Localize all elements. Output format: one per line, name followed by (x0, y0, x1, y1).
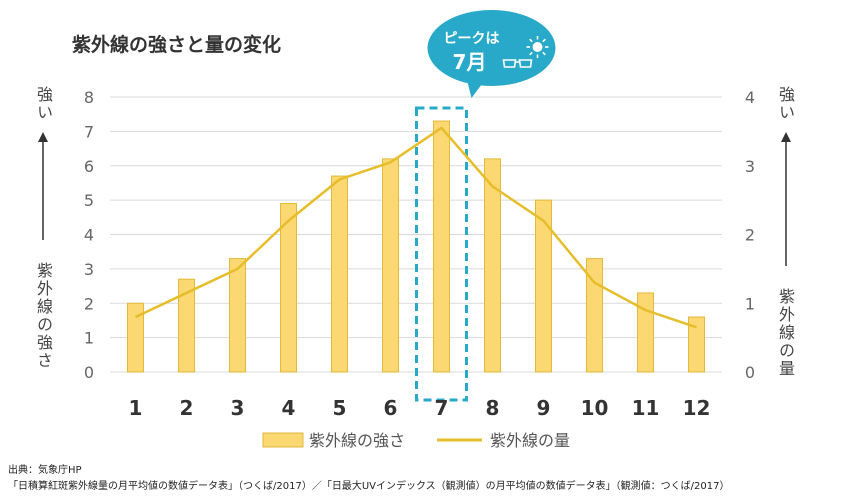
x-tick-label: 1 (129, 396, 143, 420)
bar-5 (331, 175, 348, 373)
bar-9 (535, 199, 552, 373)
bar-1 (127, 302, 144, 373)
x-tick-label: 8 (486, 396, 500, 420)
right-axis-arrow (780, 132, 792, 271)
left-tick-label: 0 (84, 363, 94, 382)
x-tick-label: 12 (683, 396, 711, 420)
right-axis-bottom-label: 紫外線の量 (776, 288, 795, 378)
x-tick-label: 6 (384, 396, 398, 420)
left-axis-top-label: 強い (34, 86, 53, 122)
legend-label-line: 紫外線の量 (490, 431, 570, 450)
right-tick-label: 1 (745, 294, 755, 313)
sun-ray (542, 51, 546, 56)
legend-label-bar: 紫外線の強さ (309, 431, 405, 450)
callout-text-line-2: 7月 (453, 50, 487, 74)
right-axis-top-label: 強い (776, 86, 795, 122)
bar-3 (229, 258, 246, 373)
bar-7 (433, 120, 450, 373)
left-tick-label: 2 (84, 294, 94, 313)
peak-highlight-box (415, 106, 468, 402)
x-tick-label: 3 (231, 396, 245, 420)
right-tick-label: 2 (745, 226, 755, 245)
bar-2 (178, 278, 195, 373)
source-line-2: 「日積算紅斑紫外線量の月平均値の数値データ表」（つくば/2017）／「日最大UV… (8, 481, 730, 492)
bar-10 (586, 258, 603, 373)
x-tick-label: 7 (435, 396, 449, 420)
x-tick-label: 2 (180, 396, 194, 420)
left-tick-label: 4 (84, 226, 94, 245)
bar-8 (484, 158, 501, 373)
sun-ray (542, 38, 546, 43)
x-tick-label: 9 (537, 396, 551, 420)
chart-title: 紫外線の強さと量の変化 (72, 34, 282, 56)
sunglasses-icon (502, 59, 533, 68)
right-tick-label: 4 (745, 88, 755, 107)
right-tick-label: 3 (745, 157, 755, 176)
series-line-uv-amount (134, 126, 697, 329)
x-tick-label: 10 (581, 396, 609, 420)
right-tick-label: 0 (745, 363, 755, 382)
bar-11 (637, 292, 654, 373)
left-axis-bottom-label: 紫外線の強さ (34, 262, 53, 370)
x-tick-label: 4 (282, 396, 296, 420)
x-tick-label: 5 (333, 396, 347, 420)
source-line-1: 出典：気象庁HP (8, 465, 82, 476)
left-tick-label: 1 (84, 329, 94, 348)
sun-icon (532, 42, 543, 52)
callout-pointer (466, 78, 487, 98)
sun-ray (529, 38, 533, 43)
left-tick-label: 5 (84, 191, 94, 210)
x-tick-label: 11 (632, 396, 660, 420)
left-tick-label: 7 (84, 122, 94, 141)
bar-4 (280, 203, 297, 373)
callout-text-line-1: ピークは (444, 31, 500, 47)
left-tick-label: 3 (84, 260, 94, 279)
bar-12 (688, 316, 705, 373)
left-tick-label: 8 (84, 88, 94, 107)
legend-swatch-bar (262, 432, 304, 448)
left-axis-arrow (37, 132, 49, 245)
sun-ray (529, 51, 533, 56)
left-tick-label: 6 (84, 157, 94, 176)
bar-6 (382, 158, 399, 373)
